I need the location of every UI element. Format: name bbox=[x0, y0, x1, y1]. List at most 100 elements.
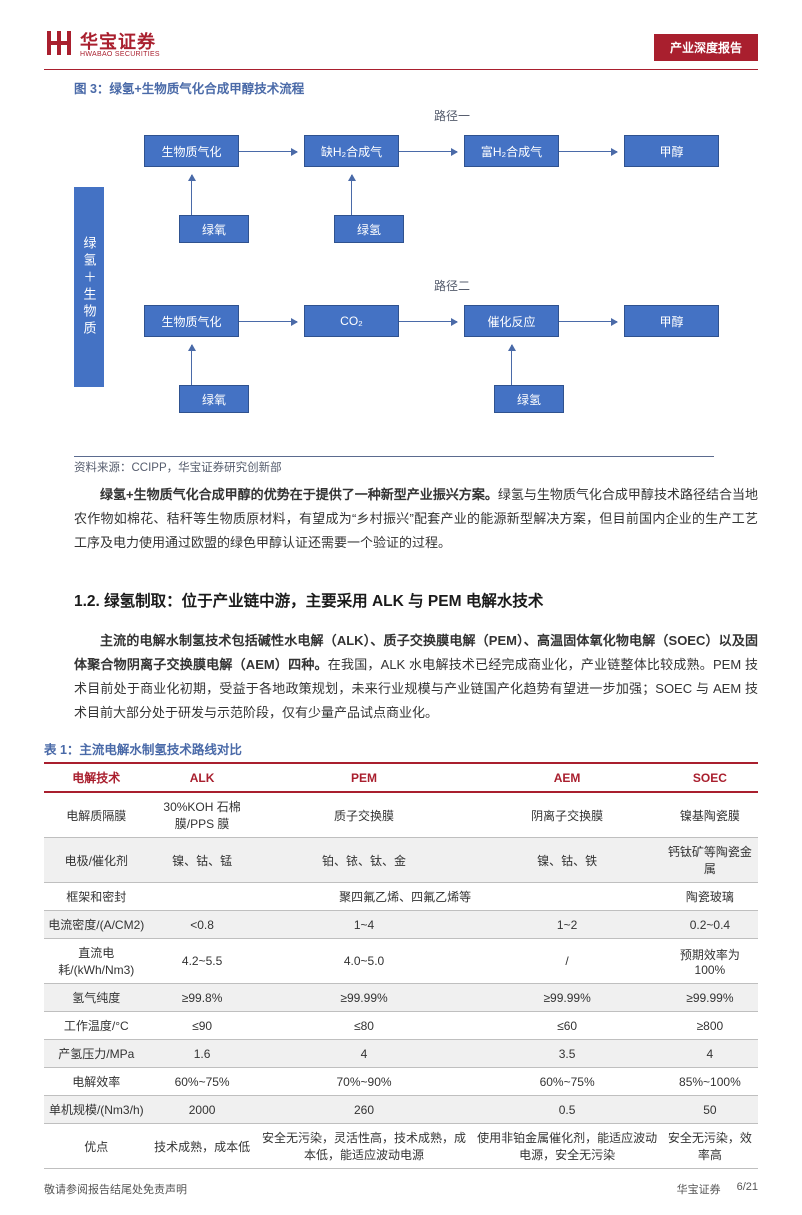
arrow bbox=[559, 151, 617, 152]
table-cell: 1.6 bbox=[149, 1040, 256, 1068]
table-cell: 陶瓷玻璃 bbox=[662, 883, 758, 911]
table-cell: 4.2~5.5 bbox=[149, 939, 256, 984]
table-cell: 30%KOH 石棉膜/PPS 膜 bbox=[149, 792, 256, 838]
table-cell: ≥99.99% bbox=[662, 984, 758, 1012]
node-p2-o2: 绿氧 bbox=[179, 385, 249, 413]
table-rowhead: 优点 bbox=[44, 1124, 149, 1169]
table-rowhead: 工作温度/°C bbox=[44, 1012, 149, 1040]
table-col-tech: 电解技术 bbox=[44, 763, 149, 792]
node-p1-h2: 绿氢 bbox=[334, 215, 404, 243]
logo-cn: 华宝证券 bbox=[80, 33, 160, 51]
footer-brand: 华宝证券 bbox=[677, 1181, 721, 1197]
figure-3-title: 图 3：绿氢+生物质气化合成甲醇技术流程 bbox=[74, 78, 758, 97]
paragraph-2: 主流的电解水制氢技术包括碱性水电解（ALK）、质子交换膜电解（PEM）、高温固体… bbox=[74, 629, 758, 725]
table-col-soec: SOEC bbox=[662, 763, 758, 792]
table-cell: ≥800 bbox=[662, 1012, 758, 1040]
arrow bbox=[191, 175, 192, 215]
node-p2-co2: CO₂ bbox=[304, 305, 399, 337]
table-row: 电解质隔膜30%KOH 石棉膜/PPS 膜质子交换膜阴离子交换膜镍基陶瓷膜 bbox=[44, 792, 758, 838]
table-rowhead: 电流密度/(A/CM2) bbox=[44, 911, 149, 939]
table-rowhead: 电解质隔膜 bbox=[44, 792, 149, 838]
table-cell: 安全无污染，灵活性高，技术成熟，成本低，能适应波动电源 bbox=[256, 1124, 473, 1169]
table-cell: 60%~75% bbox=[472, 1068, 661, 1096]
figure-3-flowchart: 绿氢＋生物质 路径一 生物质气化 缺H₂合成气 富H₂合成气 甲醇 绿氧 绿氢 … bbox=[74, 107, 758, 452]
table-cell: 4 bbox=[256, 1040, 473, 1068]
arrow bbox=[239, 151, 297, 152]
table-cell: 70%~90% bbox=[256, 1068, 473, 1096]
table-cell: 60%~75% bbox=[149, 1068, 256, 1096]
table-cell: <0.8 bbox=[149, 911, 256, 939]
table-rowhead: 电极/催化剂 bbox=[44, 838, 149, 883]
table-cell: 0.2~0.4 bbox=[662, 911, 758, 939]
logo-icon bbox=[44, 28, 74, 63]
table-cell: 阴离子交换膜 bbox=[472, 792, 661, 838]
table-cell: 聚四氟乙烯、四氟乙烯等 bbox=[149, 883, 662, 911]
table-cell: 260 bbox=[256, 1096, 473, 1124]
table-rowhead: 电解效率 bbox=[44, 1068, 149, 1096]
table-rowhead: 框架和密封 bbox=[44, 883, 149, 911]
table-row: 框架和密封聚四氟乙烯、四氟乙烯等陶瓷玻璃 bbox=[44, 883, 758, 911]
table-1-title: 表 1：主流电解水制氢技术路线对比 bbox=[44, 739, 758, 758]
table-cell: 技术成熟，成本低 bbox=[149, 1124, 256, 1169]
node-p1-richh2: 富H₂合成气 bbox=[464, 135, 559, 167]
para1-bold: 绿氢+生物质气化合成甲醇的优势在于提供了一种新型产业振兴方案。 bbox=[100, 487, 498, 502]
table-cell: ≥99.8% bbox=[149, 984, 256, 1012]
table-row: 电解效率60%~75%70%~90%60%~75%85%~100% bbox=[44, 1068, 758, 1096]
table-cell: 使用非铂金属催化剂，能适应波动电源，安全无污染 bbox=[472, 1124, 661, 1169]
path1-label: 路径一 bbox=[434, 107, 470, 124]
table-cell: 镍、钴、锰 bbox=[149, 838, 256, 883]
node-p2-h2: 绿氢 bbox=[494, 385, 564, 413]
table-cell: 镍基陶瓷膜 bbox=[662, 792, 758, 838]
table-cell: ≥99.99% bbox=[256, 984, 473, 1012]
table-rowhead: 直流电耗/(kWh/Nm3) bbox=[44, 939, 149, 984]
figure-3-source: 资料来源：CCIPP，华宝证券研究创新部 bbox=[74, 456, 714, 475]
table-cell: 1~4 bbox=[256, 911, 473, 939]
table-cell: 预期效率为 100% bbox=[662, 939, 758, 984]
arrow bbox=[191, 345, 192, 385]
table-row: 优点技术成熟，成本低安全无污染，灵活性高，技术成熟，成本低，能适应波动电源使用非… bbox=[44, 1124, 758, 1169]
table-cell: 0.5 bbox=[472, 1096, 661, 1124]
table-cell: 安全无污染，效率高 bbox=[662, 1124, 758, 1169]
table-cell: ≤90 bbox=[149, 1012, 256, 1040]
table-cell: 2000 bbox=[149, 1096, 256, 1124]
table-cell: 1~2 bbox=[472, 911, 661, 939]
table-row: 电流密度/(A/CM2)<0.81~41~20.2~0.4 bbox=[44, 911, 758, 939]
arrow bbox=[559, 321, 617, 322]
page-header: 华宝证券 HWABAO SECURITIES 产业深度报告 bbox=[44, 28, 758, 70]
table-row: 产氢压力/MPa1.643.54 bbox=[44, 1040, 758, 1068]
page-footer: 敬请参阅报告结尾处免责声明 华宝证券 6/21 bbox=[44, 1181, 758, 1197]
table-cell: 钙钛矿等陶瓷金属 bbox=[662, 838, 758, 883]
table-col-aem: AEM bbox=[472, 763, 661, 792]
table-cell: 85%~100% bbox=[662, 1068, 758, 1096]
section-1-2-heading: 1.2. 绿氢制取：位于产业链中游，主要采用 ALK 与 PEM 电解水技术 bbox=[74, 589, 758, 611]
logo-en: HWABAO SECURITIES bbox=[80, 51, 160, 58]
table-col-alk: ALK bbox=[149, 763, 256, 792]
table-cell: 4.0~5.0 bbox=[256, 939, 473, 984]
table-cell: 铂、铱、钛、金 bbox=[256, 838, 473, 883]
table-cell: 镍、钴、铁 bbox=[472, 838, 661, 883]
table-row: 电极/催化剂镍、钴、锰铂、铱、钛、金镍、钴、铁钙钛矿等陶瓷金属 bbox=[44, 838, 758, 883]
node-p2-catalysis: 催化反应 bbox=[464, 305, 559, 337]
table-row: 工作温度/°C≤90≤80≤60≥800 bbox=[44, 1012, 758, 1040]
paragraph-1: 绿氢+生物质气化合成甲醇的优势在于提供了一种新型产业振兴方案。绿氢与生物质气化合… bbox=[74, 483, 758, 555]
arrow bbox=[399, 321, 457, 322]
node-p2-biomass: 生物质气化 bbox=[144, 305, 239, 337]
flow-sidebar: 绿氢＋生物质 bbox=[74, 187, 104, 387]
table-row: 直流电耗/(kWh/Nm3)4.2~5.54.0~5.0/预期效率为 100% bbox=[44, 939, 758, 984]
logo: 华宝证券 HWABAO SECURITIES bbox=[44, 28, 160, 63]
footer-page-number: 6/21 bbox=[737, 1181, 758, 1197]
node-p1-lowh2: 缺H₂合成气 bbox=[304, 135, 399, 167]
table-cell: 50 bbox=[662, 1096, 758, 1124]
path2-label: 路径二 bbox=[434, 277, 470, 294]
table-cell: 质子交换膜 bbox=[256, 792, 473, 838]
table-cell: / bbox=[472, 939, 661, 984]
table-1: 电解技术ALKPEMAEMSOEC 电解质隔膜30%KOH 石棉膜/PPS 膜质… bbox=[44, 762, 758, 1169]
report-type-badge: 产业深度报告 bbox=[654, 34, 758, 61]
arrow bbox=[511, 345, 512, 385]
table-cell: ≥99.99% bbox=[472, 984, 661, 1012]
node-p2-methanol: 甲醇 bbox=[624, 305, 719, 337]
node-p1-methanol: 甲醇 bbox=[624, 135, 719, 167]
table-rowhead: 产氢压力/MPa bbox=[44, 1040, 149, 1068]
table-rowhead: 氢气纯度 bbox=[44, 984, 149, 1012]
arrow bbox=[399, 151, 457, 152]
